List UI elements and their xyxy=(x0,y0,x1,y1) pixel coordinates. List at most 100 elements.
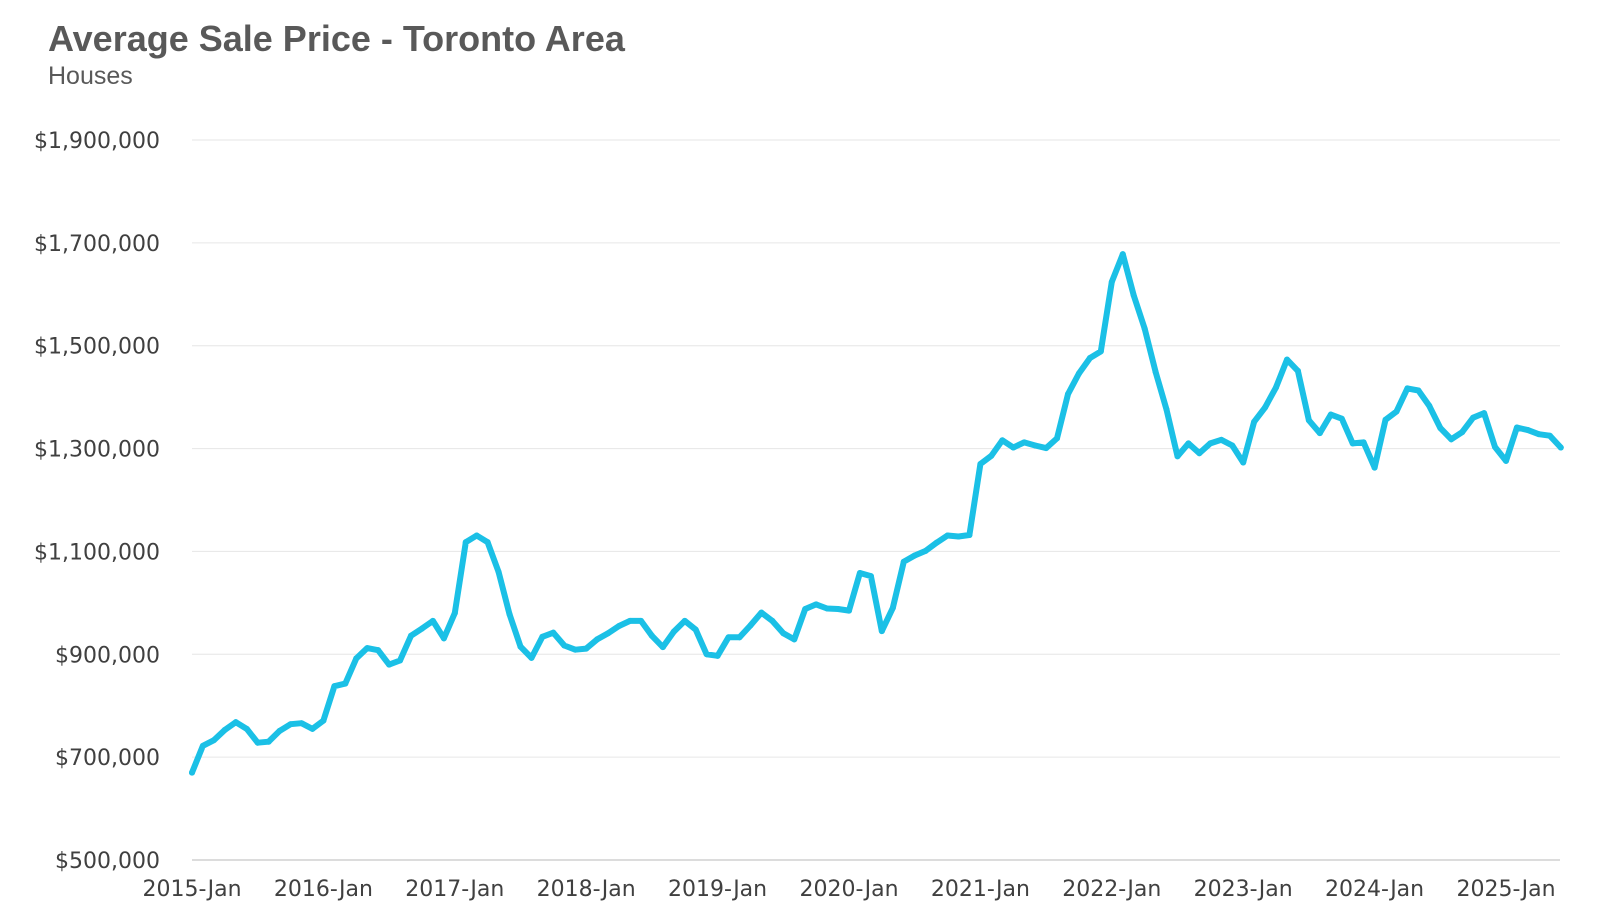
data-point: 2015-Jul: 728000 xyxy=(254,739,261,746)
data-point: 2016-Dec: 931000 xyxy=(440,635,447,642)
data-point: 2016-Sep: 936000 xyxy=(408,632,414,639)
data-point: 2023-Sep: 1366000 xyxy=(1327,411,1334,418)
y-tick-label: $1,900,000 xyxy=(34,129,160,154)
data-point: 2015-Nov: 766000 xyxy=(298,720,305,727)
data-point: 2018-Nov: 948000 xyxy=(692,626,699,633)
data-point: 2018-Jul: 936000 xyxy=(648,632,655,639)
data-point: 2023-Dec: 1312000 xyxy=(1360,439,1367,446)
data-point: 2017-Jul: 915000 xyxy=(517,643,524,650)
data-point: 2020-Mar: 1052000 xyxy=(867,573,874,580)
data-point: 2022-May: 1449000 xyxy=(1152,368,1159,375)
data-point: 2020-Jun: 1080000 xyxy=(900,558,907,565)
data-point: 2020-Oct: 1131000 xyxy=(944,532,951,539)
x-tick-label: 2016-Jan xyxy=(274,877,373,902)
data-point: 2019-Aug: 929000 xyxy=(791,636,798,643)
data-point: 2022-Apr: 1533000 xyxy=(1141,325,1148,332)
data-point: 2020-Apr: 945000 xyxy=(878,628,885,635)
data-point: 2017-Feb: 1118000 xyxy=(462,539,469,546)
data-point: 2015-Dec: 755000 xyxy=(309,725,316,732)
series-line xyxy=(189,251,1564,776)
data-point: 2021-Nov: 1476000 xyxy=(1086,355,1093,362)
data-point: 2025-Apr: 1328000 xyxy=(1535,431,1542,438)
data-point: 2025-May: 1325000 xyxy=(1546,432,1553,439)
data-point: 2017-Sep: 934000 xyxy=(539,633,546,640)
data-point: 2018-Apr: 955000 xyxy=(616,623,623,629)
data-point: 2023-Aug: 1330000 xyxy=(1316,430,1323,437)
data-point: 2016-Feb: 838000 xyxy=(331,683,338,690)
data-point: 2021-Apr: 1302000 xyxy=(1010,444,1017,451)
data-point: 2021-May: 1312000 xyxy=(1021,439,1028,446)
data-point: 2016-Aug: 888000 xyxy=(397,657,404,664)
data-point: 2022-Mar: 1598000 xyxy=(1130,292,1137,299)
data-point: 2017-Jun: 978000 xyxy=(506,611,513,618)
data-point: 2020-Aug: 1101000 xyxy=(922,547,929,554)
data-point: 2024-Aug: 1318000 xyxy=(1448,436,1455,443)
data-point: 2024-Jan: 1263000 xyxy=(1371,464,1378,471)
x-tick-label: 2023-Jan xyxy=(1194,877,1293,902)
data-point: 2023-Feb: 1352000 xyxy=(1251,418,1258,425)
data-point: 2024-Jul: 1340000 xyxy=(1437,425,1444,431)
data-point: 2017-Oct: 942000 xyxy=(550,629,557,636)
y-tick-label: $1,300,000 xyxy=(34,438,160,463)
x-tick-label: 2022-Jan xyxy=(1062,877,1161,902)
x-tick-label: 2019-Jan xyxy=(668,877,767,902)
data-point: 2025-Mar: 1336000 xyxy=(1524,427,1531,434)
data-point: 2020-Jan: 985000 xyxy=(846,607,852,614)
data-point: 2019-Jan: 897000 xyxy=(714,652,721,659)
data-point: 2017-Mar: 1131000 xyxy=(473,532,480,539)
data-point: 2019-May: 981000 xyxy=(758,609,765,616)
data-point: 2016-Jul: 880000 xyxy=(386,661,393,668)
data-point: 2020-Feb: 1058000 xyxy=(856,570,863,577)
x-tick-label: 2015-Jan xyxy=(142,877,241,902)
data-point: 2022-Jan: 1624000 xyxy=(1108,278,1115,285)
data-point: 2024-Jun: 1383000 xyxy=(1426,402,1433,409)
x-tick-label: 2020-Jan xyxy=(799,877,898,902)
data-point: 2015-Oct: 764000 xyxy=(287,721,294,728)
data-point: 2016-Apr: 892000 xyxy=(353,655,360,662)
data-point: 2015-Aug: 730000 xyxy=(265,738,272,745)
data-point: 2022-Jul: 1285000 xyxy=(1174,453,1181,460)
data-point: 2022-Dec: 1306000 xyxy=(1229,442,1236,449)
y-tick-label: $1,100,000 xyxy=(34,540,160,565)
data-point: 2023-Nov: 1310000 xyxy=(1349,440,1356,447)
data-point: 2024-Nov: 1369000 xyxy=(1481,410,1488,417)
data-point: 2018-Jun: 965000 xyxy=(637,617,644,624)
data-point: 2017-May: 1060000 xyxy=(495,569,502,575)
data-point: 2023-Jul: 1355000 xyxy=(1305,417,1312,424)
gridlines xyxy=(192,139,1560,861)
y-tick-label: $700,000 xyxy=(55,746,160,771)
data-point: 2022-Nov: 1317000 xyxy=(1218,436,1225,443)
data-point: 2021-Mar: 1316000 xyxy=(999,437,1006,444)
x-tick-label: 2024-Jan xyxy=(1325,877,1424,902)
data-point: 2021-Jul: 1301000 xyxy=(1043,445,1050,452)
data-point: 2017-Aug: 893000 xyxy=(528,654,535,661)
data-point: 2019-Jul: 941000 xyxy=(780,630,787,637)
y-tick-label: $900,000 xyxy=(55,643,160,668)
data-point: 2018-Mar: 941000 xyxy=(605,630,612,637)
data-point: 2024-Oct: 1360000 xyxy=(1470,414,1477,421)
x-tick-label: 2017-Jan xyxy=(405,877,504,902)
data-point: 2021-Jan: 1270000 xyxy=(977,461,984,467)
data-point: 2016-Jun: 908000 xyxy=(375,647,382,654)
data-point: 2015-Mar: 733000 xyxy=(210,737,217,744)
data-point: 2020-Jul: 1092000 xyxy=(911,552,918,559)
data-point: 2020-May: 990000 xyxy=(889,605,896,611)
data-point: 2018-Sep: 944000 xyxy=(670,628,677,635)
data-point: 2018-Aug: 914000 xyxy=(659,644,666,651)
data-point: 2017-Nov: 917000 xyxy=(561,642,568,649)
data-point: 2022-Sep: 1291000 xyxy=(1196,450,1203,457)
data-point: 2025-Jun: 1302000 xyxy=(1557,444,1564,451)
data-point: 2019-Dec: 988000 xyxy=(835,606,842,613)
data-point: 2020-Sep: 1117000 xyxy=(933,539,940,546)
data-point: 2024-Mar: 1372000 xyxy=(1393,408,1400,415)
data-point: 2021-Aug: 1320000 xyxy=(1054,435,1061,442)
data-point: 2019-Jun: 965000 xyxy=(769,617,776,624)
data-point: 2019-Mar: 933000 xyxy=(736,634,743,641)
data-point: 2023-May: 1473000 xyxy=(1284,356,1290,363)
data-point: 2020-Dec: 1132000 xyxy=(966,531,973,538)
data-point: 2016-Jan: 771000 xyxy=(320,717,327,724)
data-point: 2024-Dec: 1303000 xyxy=(1492,444,1499,451)
data-point: 2021-Sep: 1406000 xyxy=(1065,391,1071,398)
data-point: 2023-Jun: 1451000 xyxy=(1294,367,1301,374)
